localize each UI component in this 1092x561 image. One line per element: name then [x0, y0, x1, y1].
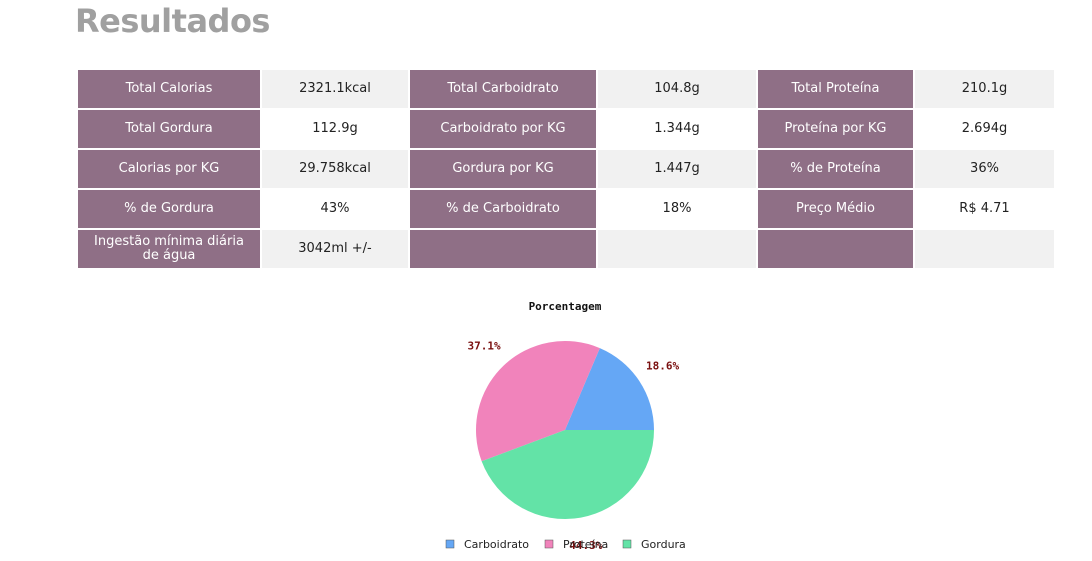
table-value-cell: 3042ml +/-: [260, 228, 410, 270]
table-value-cell: 1.344g: [596, 108, 758, 150]
page-title: Resultados: [75, 2, 270, 40]
pie-value-label: 37.1%: [468, 340, 501, 353]
table-row: % de Gordura 43% % de Carboidrato 18% Pr…: [76, 188, 1056, 230]
table-label-cell: Total Proteína: [756, 68, 915, 110]
legend-label: Proteína: [563, 538, 608, 551]
table-label-cell: Total Gordura: [76, 108, 262, 150]
table-value-cell: [913, 228, 1056, 270]
legend-item-carboidrato: Carboidrato: [445, 538, 529, 551]
pie-slice-gordura: [481, 430, 654, 519]
table-value-cell: 104.8g: [596, 68, 758, 110]
table-value-cell: 210.1g: [913, 68, 1056, 110]
pie-slices: [476, 341, 654, 519]
table-label-cell: Gordura por KG: [408, 148, 598, 190]
table-row: Total Gordura 112.9g Carboidrato por KG …: [76, 108, 1056, 150]
legend-swatch: [622, 539, 632, 549]
table-label-cell: Calorias por KG: [76, 148, 262, 190]
table-value-cell: 36%: [913, 148, 1056, 190]
chart-legend: Carboidrato Proteína Gordura: [445, 538, 686, 551]
legend-label: Carboidrato: [464, 538, 529, 551]
legend-swatch: [544, 539, 554, 549]
legend-item-proteína: Proteína: [544, 538, 608, 551]
table-value-cell: [596, 228, 758, 270]
table-label-cell: Total Calorias: [76, 68, 262, 110]
table-value-cell: 29.758kcal: [260, 148, 410, 190]
pie-value-label: 18.6%: [646, 360, 679, 373]
table-value-cell: 1.447g: [596, 148, 758, 190]
table-label-cell: Total Carboidrato: [408, 68, 598, 110]
table-label-cell: Carboidrato por KG: [408, 108, 598, 150]
table-label-cell: Ingestão mínima diária de água: [76, 228, 262, 270]
pie-slice-carboidrato: [565, 348, 654, 430]
table-value-cell: 112.9g: [260, 108, 410, 150]
table-value-cell: 18%: [596, 188, 758, 230]
table-label-cell: [408, 228, 598, 270]
pie-value-labels: 18.6% 37.1% 44.3%: [468, 340, 680, 553]
table-row: Calorias por KG 29.758kcal Gordura por K…: [76, 148, 1056, 190]
chart-title: Porcentagem: [529, 300, 602, 313]
table-row: Total Calorias 2321.1kcal Total Carboidr…: [76, 68, 1056, 110]
pie-slice-proteína: [476, 341, 600, 462]
table-value-cell: R$ 4.71: [913, 188, 1056, 230]
table-value-cell: 2.694g: [913, 108, 1056, 150]
table-row: Ingestão mínima diária de água 3042ml +/…: [76, 228, 1056, 270]
pie-value-label: 44.3%: [569, 539, 602, 552]
legend-swatch: [445, 539, 455, 549]
table-value-cell: 43%: [260, 188, 410, 230]
table-label-cell: % de Carboidrato: [408, 188, 598, 230]
legend-label: Gordura: [641, 538, 686, 551]
table-label-cell: Preço Médio: [756, 188, 915, 230]
table-label-cell: Proteína por KG: [756, 108, 915, 150]
table-label-cell: [756, 228, 915, 270]
table-label-cell: % de Gordura: [76, 188, 262, 230]
legend-item-gordura: Gordura: [622, 538, 686, 551]
table-value-cell: 2321.1kcal: [260, 68, 410, 110]
table-label-cell: % de Proteína: [756, 148, 915, 190]
results-table: Total Calorias 2321.1kcal Total Carboidr…: [76, 68, 1056, 270]
